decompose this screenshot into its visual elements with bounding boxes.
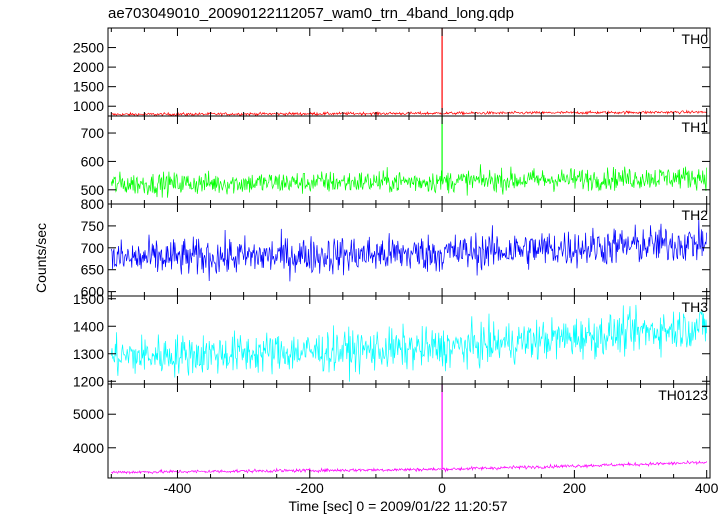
series-line-th3: [110, 304, 708, 382]
chart-title: ae703049010_20090122112057_wam0_trn_4ban…: [108, 5, 514, 22]
x-tick-label: 0: [438, 480, 446, 496]
y-tick-label: 2500: [73, 40, 104, 56]
y-tick-label: 750: [81, 218, 105, 234]
y-axis-label: Counts/sec: [33, 223, 49, 293]
y-tick-label: 600: [81, 153, 105, 169]
panel-label-th0: TH0: [682, 31, 709, 47]
y-tick-label: 2000: [73, 59, 104, 75]
y-tick-label: 1500: [73, 79, 104, 95]
panel-th0123: 4000 5000 TH0123: [73, 383, 711, 479]
panel-th1: 500 600 700 TH1: [81, 115, 711, 205]
series-line-th1: [110, 164, 708, 198]
y-tick-label: 5000: [73, 406, 104, 422]
y-tick-label: 800: [81, 196, 105, 212]
y-tick-label: 700: [81, 125, 105, 141]
x-tick-label: -200: [296, 480, 324, 496]
series-line-th2: [110, 217, 708, 282]
panel-th3: 1200 1300 1400 1500 TH3: [73, 291, 711, 389]
panel-th0: 1000 1500 2000 2500 TH0: [73, 27, 711, 118]
x-tick-label: -400: [163, 480, 191, 496]
x-axis-label: Time [sec] 0 = 2009/01/22 11:20:57: [288, 498, 507, 514]
x-tick-label: 200: [563, 480, 587, 496]
panel-label-th3: TH3: [682, 299, 709, 315]
y-tick-label: 1500: [73, 291, 104, 307]
panel-label-th0123: TH0123: [658, 387, 708, 403]
y-tick-label: 500: [81, 182, 105, 198]
y-tick-label: 650: [81, 262, 105, 278]
panel-frame: [107, 115, 711, 205]
y-tick-label: 1000: [73, 98, 104, 114]
panel-th2: 600 650 700 750 800 TH2: [81, 196, 711, 300]
y-tick-label: 4000: [73, 440, 104, 456]
y-tick-label: 1300: [73, 346, 104, 362]
y-tick-label: 1400: [73, 318, 104, 334]
panel-frame: [107, 27, 711, 117]
y-tick-label: 600: [81, 284, 105, 300]
panel-label-th2: TH2: [682, 207, 709, 223]
panel-label-th1: TH1: [682, 119, 709, 135]
x-tick-label: 400: [695, 480, 719, 496]
y-tick-label: 700: [81, 240, 105, 256]
series-line-th0123: [111, 459, 708, 475]
y-tick-label: 1200: [73, 373, 104, 389]
